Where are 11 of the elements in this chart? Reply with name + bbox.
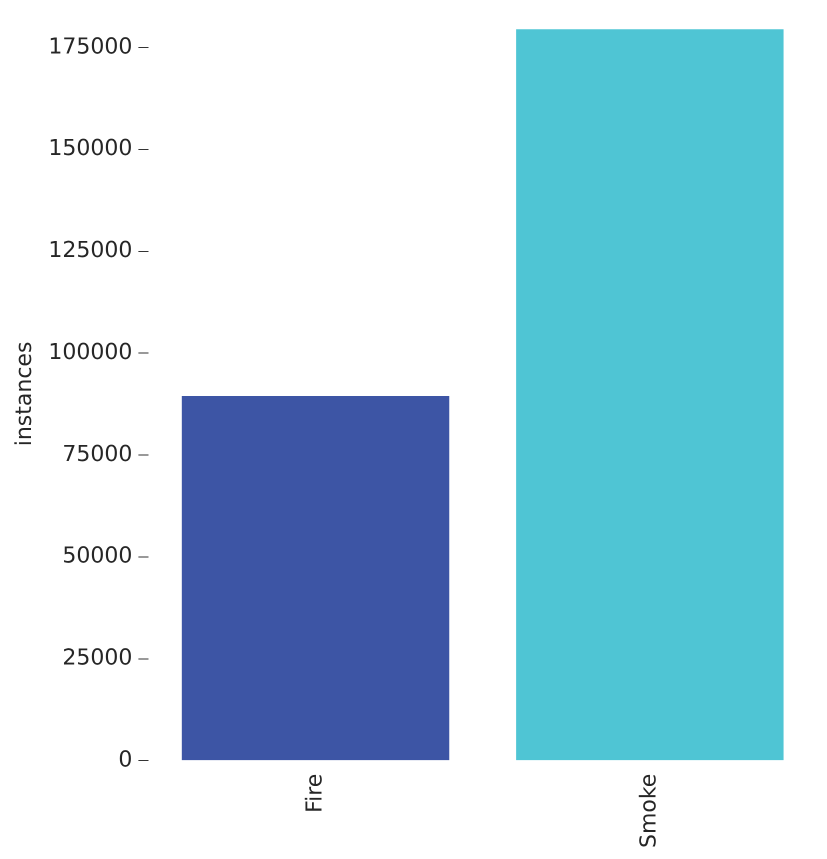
y-tick-label: 100000 bbox=[48, 340, 132, 365]
y-axis-title: instances bbox=[12, 342, 37, 446]
y-tick-label: 125000 bbox=[48, 238, 132, 264]
y-tick-label: 25000 bbox=[62, 646, 132, 671]
y-tick-label: 150000 bbox=[48, 136, 132, 162]
y-tick-label: 75000 bbox=[62, 442, 132, 467]
y-tick-label: 0 bbox=[118, 747, 132, 772]
x-tick-label: Smoke bbox=[636, 774, 662, 848]
y-tick-label: 175000 bbox=[48, 34, 132, 60]
y-tick-label: 50000 bbox=[62, 544, 132, 569]
x-tick-label: Fire bbox=[302, 774, 328, 813]
